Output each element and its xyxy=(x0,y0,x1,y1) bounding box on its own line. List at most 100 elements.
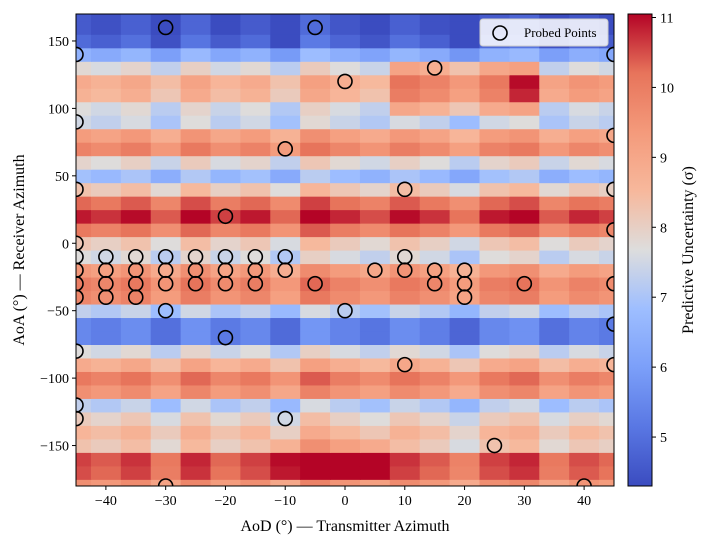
heatmap-cell xyxy=(150,20,182,35)
heatmap-cell xyxy=(90,250,122,265)
heatmap-cell xyxy=(509,223,540,238)
heatmap-cell xyxy=(449,452,481,467)
heatmap-cell xyxy=(76,438,92,453)
colorbar-tick-label: 10 xyxy=(660,81,674,96)
heatmap-cell xyxy=(210,182,241,197)
heatmap-cell xyxy=(240,398,271,413)
heatmap-cell xyxy=(270,101,301,116)
heatmap-cell xyxy=(180,142,212,157)
heatmap-cell xyxy=(300,398,331,413)
heatmap-cell xyxy=(419,438,451,453)
heatmap-cell xyxy=(180,236,212,251)
heatmap-cell xyxy=(449,47,481,62)
heatmap-cell xyxy=(389,290,421,305)
heatmap-cell xyxy=(270,74,301,89)
heatmap-cell xyxy=(120,411,152,426)
heatmap-cell xyxy=(180,20,212,35)
heatmap-cell xyxy=(210,479,241,486)
heatmap-cell xyxy=(300,115,331,130)
heatmap-cell xyxy=(599,263,614,278)
heatmap-cell xyxy=(120,47,152,62)
probed-point xyxy=(76,397,84,413)
heatmap-cell xyxy=(76,317,92,332)
heatmap-cell xyxy=(90,34,122,49)
heatmap-cell xyxy=(389,357,421,372)
heatmap-cell xyxy=(300,438,331,453)
heatmap-cell xyxy=(150,47,182,62)
heatmap-cell xyxy=(90,452,122,467)
heatmap-cell xyxy=(569,115,600,130)
heatmap-cell xyxy=(150,88,182,103)
heatmap-cell xyxy=(479,196,510,211)
heatmap-cell xyxy=(389,34,421,49)
heatmap-cell xyxy=(150,452,182,467)
heatmap-cell xyxy=(90,14,122,22)
heatmap-cell xyxy=(449,438,481,453)
heatmap-cell xyxy=(390,0,420,8)
heatmap-cell xyxy=(539,479,570,486)
heatmap-cell xyxy=(569,398,600,413)
heatmap-cell xyxy=(90,236,122,251)
heatmap-cell xyxy=(509,14,540,22)
probed-point xyxy=(76,343,84,359)
probed-point xyxy=(157,478,174,486)
heatmap-cell xyxy=(180,14,212,22)
heatmap-cell xyxy=(539,438,570,453)
heatmap-cell xyxy=(210,303,241,319)
x-tick-label: 20 xyxy=(458,494,472,509)
heatmap-cell xyxy=(330,88,361,103)
heatmap-cell xyxy=(210,317,241,332)
heatmap-cell xyxy=(479,250,510,265)
heatmap-cell xyxy=(419,169,451,184)
y-tick-label: 100 xyxy=(48,102,69,117)
heatmap-cell xyxy=(509,169,540,184)
heatmap-cell xyxy=(270,182,301,197)
heatmap-cell xyxy=(240,142,271,157)
heatmap-cell xyxy=(479,47,510,62)
heatmap-cell xyxy=(419,465,451,480)
heatmap-cell xyxy=(509,317,540,332)
heatmap-cell xyxy=(300,209,331,224)
y-tick-label: 50 xyxy=(55,170,69,185)
heatmap-cell xyxy=(509,371,540,386)
heatmap-cell xyxy=(449,236,481,251)
heatmap-cell xyxy=(359,115,391,130)
heatmap-cell xyxy=(76,425,92,440)
heatmap-cell xyxy=(270,0,300,8)
heatmap-cell xyxy=(180,330,212,345)
heatmap-cell xyxy=(599,74,614,89)
heatmap-cell xyxy=(210,290,241,305)
heatmap-cell xyxy=(150,479,182,486)
heatmap-cell xyxy=(150,398,182,413)
heatmap-cell xyxy=(599,101,614,116)
heatmap-cell xyxy=(509,425,540,440)
heatmap-cell xyxy=(300,20,331,35)
heatmap-cell xyxy=(509,384,540,399)
heatmap-cell xyxy=(359,452,391,467)
heatmap-cell xyxy=(449,128,481,143)
heatmap-cell xyxy=(120,88,152,103)
heatmap-cell xyxy=(270,142,301,157)
heatmap-cell xyxy=(240,276,271,292)
heatmap-cell xyxy=(330,236,361,251)
heatmap-cell xyxy=(120,101,152,116)
heatmap-cell xyxy=(210,142,241,157)
heatmap-cell xyxy=(270,14,301,22)
heatmap-cell xyxy=(569,101,600,116)
heatmap-cell xyxy=(330,74,361,89)
heatmap-cell xyxy=(270,20,301,35)
heatmap-cell xyxy=(359,425,391,440)
heatmap-cell xyxy=(180,452,212,467)
heatmap-cell xyxy=(419,411,451,426)
heatmap-cell xyxy=(539,250,570,265)
heatmap-cell xyxy=(120,465,152,480)
heatmap-cell xyxy=(210,88,241,103)
heatmap-cell xyxy=(270,209,301,224)
heatmap-cell xyxy=(180,398,212,413)
heatmap-cell xyxy=(300,169,331,184)
heatmap-cell xyxy=(90,128,122,143)
heatmap-cell xyxy=(419,155,451,170)
heatmap-cell xyxy=(539,425,570,440)
heatmap-cell xyxy=(479,101,510,116)
heatmap-cell xyxy=(120,196,152,211)
